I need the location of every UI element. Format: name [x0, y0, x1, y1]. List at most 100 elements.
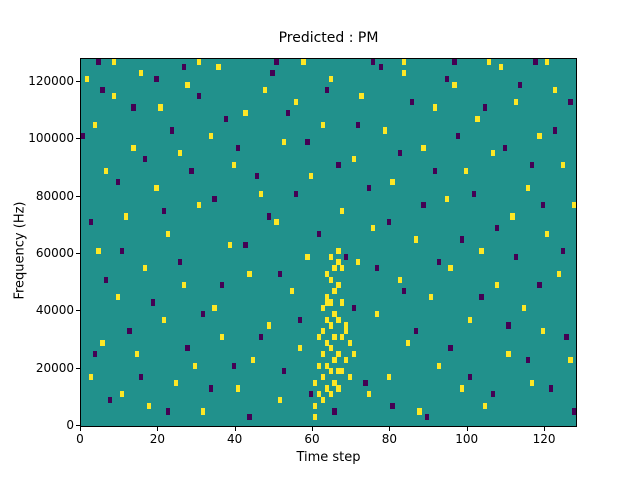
heatmap-point: [142, 265, 148, 272]
heatmap-point: [363, 379, 368, 386]
heatmap-point: [96, 59, 101, 65]
heatmap-point: [150, 299, 155, 306]
heatmap-point: [274, 59, 279, 65]
heatmap-point: [367, 184, 372, 191]
heatmap-point: [525, 184, 530, 191]
heatmap-point: [398, 150, 403, 157]
heatmap-point: [108, 396, 113, 404]
heatmap-point: [100, 87, 105, 94]
y-tick-mark: [76, 138, 80, 140]
heatmap-point: [510, 213, 515, 220]
heatmap-point: [390, 179, 395, 186]
heatmap-point: [328, 253, 333, 260]
heatmap-point: [313, 379, 318, 386]
heatmap-point: [529, 379, 534, 386]
heatmap-point: [139, 70, 144, 77]
heatmap-point: [274, 219, 279, 226]
heatmap-point: [320, 351, 326, 358]
heatmap-point: [185, 345, 190, 352]
heatmap-point: [243, 242, 248, 249]
heatmap-point: [316, 362, 322, 369]
heatmap-point: [104, 276, 109, 283]
heatmap-point: [88, 374, 93, 381]
heatmap-point: [266, 213, 271, 220]
heatmap-point: [490, 391, 496, 398]
heatmap-point: [208, 385, 213, 392]
heatmap-point: [448, 345, 453, 352]
heatmap-point: [235, 144, 240, 151]
heatmap-point: [216, 64, 221, 71]
heatmap-point: [409, 98, 414, 105]
heatmap-point: [483, 402, 488, 409]
heatmap-point: [498, 64, 503, 71]
heatmap-point: [162, 207, 167, 214]
heatmap-point: [487, 59, 492, 65]
heatmap-point: [459, 385, 465, 392]
heatmap-point: [413, 328, 418, 335]
heatmap-point: [324, 87, 329, 94]
heatmap-point: [537, 133, 542, 140]
heatmap-point: [324, 293, 329, 300]
plot-area: [80, 58, 577, 427]
y-tick-mark: [76, 80, 80, 82]
x-tick-label: 60: [304, 432, 320, 446]
heatmap-point: [313, 414, 318, 421]
heatmap-point: [81, 133, 86, 140]
heatmap-point: [506, 351, 511, 358]
heatmap-point: [556, 270, 561, 277]
heatmap-point: [324, 385, 329, 392]
y-tick-label: 120000: [28, 73, 74, 88]
x-tick-mark: [544, 427, 546, 431]
heatmap-point: [100, 339, 105, 346]
heatmap-point: [336, 247, 341, 254]
heatmap-point: [340, 299, 345, 306]
heatmap-point: [545, 230, 550, 237]
heatmap-point: [444, 75, 449, 82]
heatmap-point: [324, 316, 329, 323]
heatmap-point: [343, 322, 349, 329]
heatmap-point: [506, 322, 511, 329]
heatmap-point: [448, 265, 453, 272]
heatmap-point: [355, 259, 360, 266]
heatmap-point: [328, 368, 333, 375]
heatmap-point: [336, 351, 341, 358]
heatmap-point: [293, 98, 298, 105]
heatmap-point: [212, 305, 217, 312]
heatmap-point: [359, 93, 364, 100]
heatmap-point: [88, 219, 93, 226]
heatmap-point: [177, 150, 182, 157]
heatmap-point: [92, 121, 97, 128]
heatmap-point: [514, 98, 519, 105]
y-tick-label: 40000: [35, 303, 74, 318]
heatmap-point: [131, 104, 136, 111]
heatmap-point: [320, 121, 326, 128]
heatmap-point: [227, 242, 233, 249]
heatmap-point: [336, 161, 341, 168]
heatmap-point: [247, 414, 252, 421]
heatmap-point: [463, 167, 469, 174]
heatmap-point: [158, 104, 163, 111]
heatmap-point: [541, 201, 546, 209]
heatmap-point: [405, 339, 411, 346]
heatmap-point: [340, 333, 345, 340]
heatmap-point: [154, 184, 159, 191]
x-tick-mark: [389, 427, 391, 431]
heatmap-point: [545, 59, 550, 65]
x-tick-mark: [312, 427, 314, 431]
heatmap-point: [343, 356, 349, 363]
x-tick-label: 120: [532, 432, 556, 446]
heatmap-point: [231, 362, 237, 369]
heatmap-point: [467, 374, 472, 381]
heatmap-point: [548, 385, 554, 392]
heatmap-point: [517, 81, 523, 88]
heatmap-point: [200, 310, 206, 318]
heatmap-point: [340, 368, 345, 375]
heatmap-point: [119, 247, 124, 254]
heatmap-point: [231, 161, 237, 168]
heatmap-point: [320, 396, 326, 404]
heatmap-point: [224, 115, 229, 123]
heatmap-point: [320, 374, 326, 381]
heatmap-point: [432, 167, 438, 174]
heatmap-point: [208, 133, 213, 140]
